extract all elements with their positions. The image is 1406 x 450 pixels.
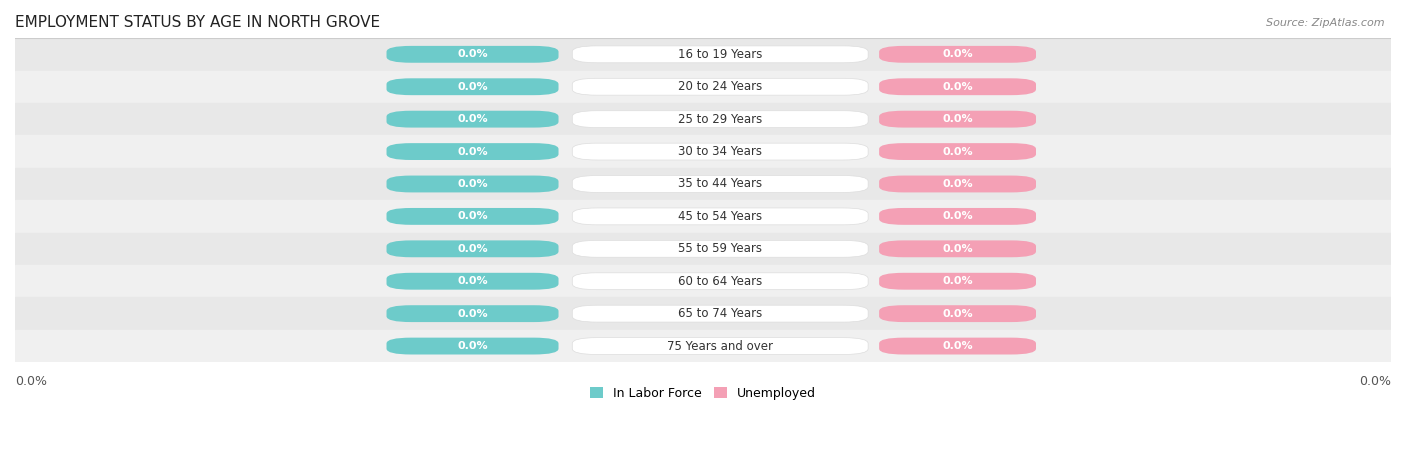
FancyBboxPatch shape [387,176,558,193]
Bar [15,135,1391,168]
FancyBboxPatch shape [387,78,558,95]
FancyBboxPatch shape [879,111,1036,128]
Text: 65 to 74 Years: 65 to 74 Years [678,307,762,320]
Bar [15,233,1391,265]
Text: 0.0%: 0.0% [457,147,488,157]
Bar [15,297,1391,330]
FancyBboxPatch shape [572,46,868,63]
Text: 0.0%: 0.0% [942,50,973,59]
Text: 30 to 34 Years: 30 to 34 Years [678,145,762,158]
Text: 0.0%: 0.0% [942,82,973,92]
Text: 0.0%: 0.0% [1360,375,1391,388]
Text: 35 to 44 Years: 35 to 44 Years [678,177,762,190]
Bar [15,38,1391,71]
FancyBboxPatch shape [572,176,868,193]
FancyBboxPatch shape [387,143,558,160]
FancyBboxPatch shape [572,143,868,160]
Bar [15,265,1391,297]
FancyBboxPatch shape [572,208,868,225]
Bar [15,330,1391,362]
Text: 0.0%: 0.0% [457,276,488,286]
FancyBboxPatch shape [387,338,558,355]
Text: 0.0%: 0.0% [457,82,488,92]
Text: Source: ZipAtlas.com: Source: ZipAtlas.com [1267,18,1385,28]
FancyBboxPatch shape [572,240,868,257]
Bar [15,71,1391,103]
FancyBboxPatch shape [572,273,868,290]
Bar [15,103,1391,135]
FancyBboxPatch shape [879,273,1036,290]
Text: 0.0%: 0.0% [942,244,973,254]
FancyBboxPatch shape [387,46,558,63]
FancyBboxPatch shape [879,208,1036,225]
Text: 0.0%: 0.0% [457,179,488,189]
FancyBboxPatch shape [572,78,868,95]
Text: 0.0%: 0.0% [942,309,973,319]
Bar [15,168,1391,200]
Text: 0.0%: 0.0% [457,50,488,59]
Text: 25 to 29 Years: 25 to 29 Years [678,112,762,126]
Text: 0.0%: 0.0% [457,244,488,254]
FancyBboxPatch shape [879,143,1036,160]
Text: 55 to 59 Years: 55 to 59 Years [678,242,762,255]
FancyBboxPatch shape [572,111,868,128]
FancyBboxPatch shape [879,176,1036,193]
FancyBboxPatch shape [387,273,558,290]
Text: 0.0%: 0.0% [942,276,973,286]
FancyBboxPatch shape [879,338,1036,355]
Text: 45 to 54 Years: 45 to 54 Years [678,210,762,223]
Legend: In Labor Force, Unemployed: In Labor Force, Unemployed [585,382,821,405]
FancyBboxPatch shape [879,78,1036,95]
Text: 0.0%: 0.0% [942,212,973,221]
FancyBboxPatch shape [387,111,558,128]
FancyBboxPatch shape [387,208,558,225]
Text: EMPLOYMENT STATUS BY AGE IN NORTH GROVE: EMPLOYMENT STATUS BY AGE IN NORTH GROVE [15,15,380,30]
FancyBboxPatch shape [387,240,558,257]
Text: 0.0%: 0.0% [457,341,488,351]
FancyBboxPatch shape [572,305,868,322]
Text: 0.0%: 0.0% [457,309,488,319]
FancyBboxPatch shape [879,46,1036,63]
Text: 75 Years and over: 75 Years and over [668,340,773,352]
Text: 0.0%: 0.0% [942,114,973,124]
Text: 0.0%: 0.0% [942,147,973,157]
Text: 0.0%: 0.0% [457,114,488,124]
Text: 0.0%: 0.0% [942,179,973,189]
Bar [15,200,1391,233]
Text: 20 to 24 Years: 20 to 24 Years [678,80,762,93]
Text: 60 to 64 Years: 60 to 64 Years [678,275,762,288]
FancyBboxPatch shape [387,305,558,322]
Text: 0.0%: 0.0% [15,375,46,388]
FancyBboxPatch shape [879,305,1036,322]
Text: 16 to 19 Years: 16 to 19 Years [678,48,762,61]
FancyBboxPatch shape [879,240,1036,257]
Text: 0.0%: 0.0% [457,212,488,221]
FancyBboxPatch shape [572,338,868,355]
Text: 0.0%: 0.0% [942,341,973,351]
